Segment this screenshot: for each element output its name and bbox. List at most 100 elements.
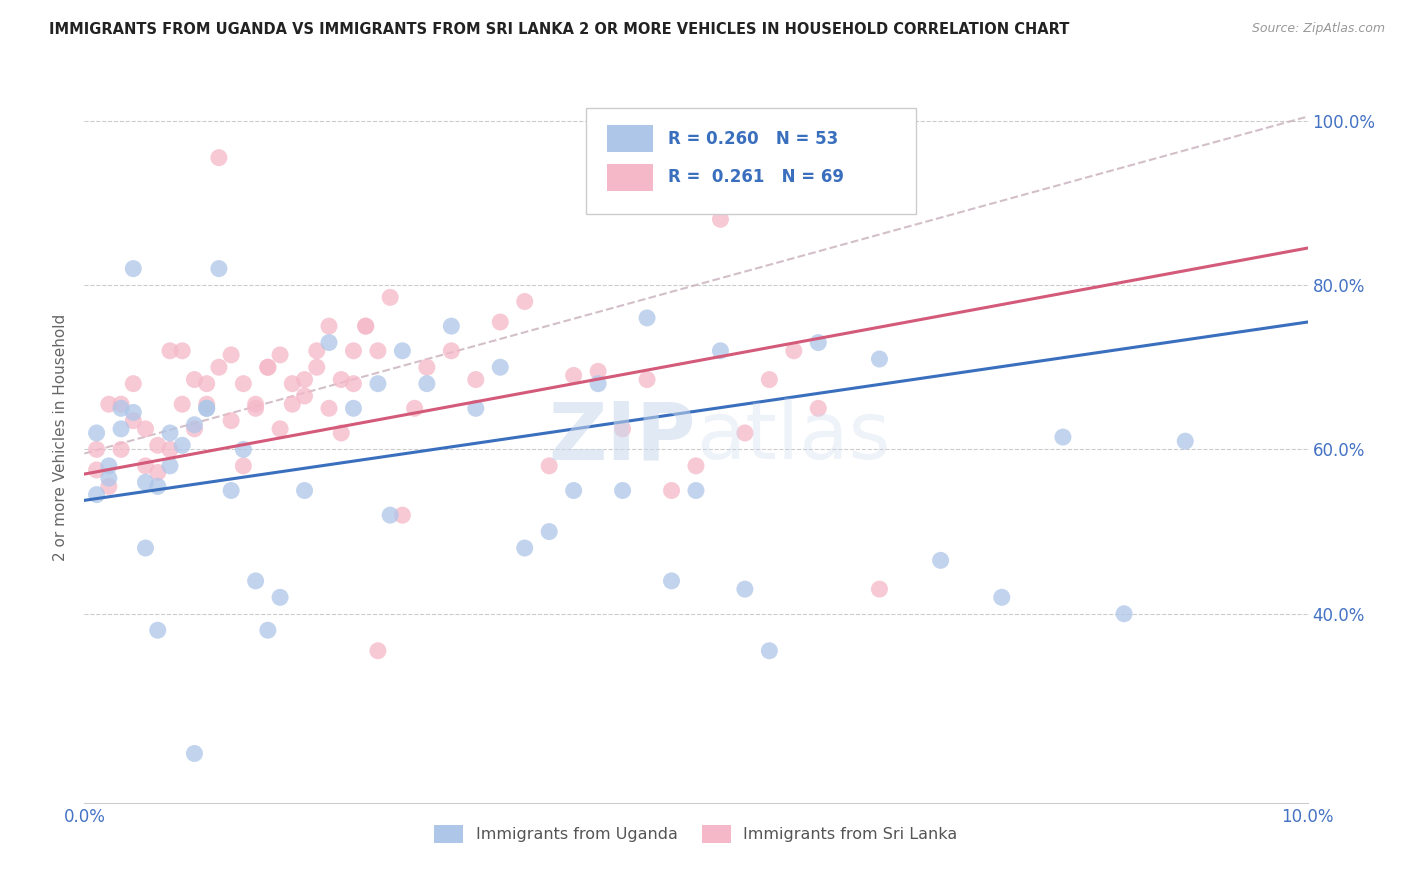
Immigrants from Uganda [86,487,108,501]
Immigrants from Sri Lanka [612,422,634,436]
Immigrants from Sri Lanka [219,348,242,362]
Immigrants from Uganda [685,483,707,498]
Immigrants from Sri Lanka [440,343,463,358]
Immigrants from Uganda [869,351,891,366]
Immigrants from Sri Lanka [110,442,132,457]
Immigrants from Uganda [758,644,780,658]
Immigrants from Sri Lanka [783,343,806,358]
Immigrants from Sri Lanka [685,458,707,473]
Immigrants from Sri Lanka [391,508,413,523]
Immigrants from Uganda [929,553,952,567]
Immigrants from Sri Lanka [232,376,254,391]
Immigrants from Uganda [159,458,181,473]
Immigrants from Sri Lanka [159,343,181,358]
Immigrants from Sri Lanka [305,343,328,358]
Text: ZIP: ZIP [548,398,696,476]
Immigrants from Sri Lanka [758,373,780,387]
Immigrants from Sri Lanka [245,401,267,416]
Immigrants from Sri Lanka [636,373,658,387]
Immigrants from Sri Lanka [195,376,218,391]
Immigrants from Sri Lanka [538,458,561,473]
Immigrants from Uganda [195,401,218,416]
Immigrants from Uganda [636,310,658,325]
Immigrants from Uganda [97,471,120,485]
Immigrants from Sri Lanka [342,376,364,391]
Immigrants from Uganda [1114,607,1136,621]
Immigrants from Sri Lanka [586,364,609,378]
Immigrants from Sri Lanka [269,348,291,362]
Immigrants from Sri Lanka [97,479,120,493]
Immigrants from Sri Lanka [159,442,181,457]
Immigrants from Sri Lanka [294,389,316,403]
Bar [606,126,654,152]
Immigrants from Uganda [245,574,267,588]
Immigrants from Uganda [562,483,585,498]
Immigrants from Sri Lanka [281,376,304,391]
Immigrants from Sri Lanka [269,422,291,436]
Immigrants from Sri Lanka [807,401,830,416]
Immigrants from Uganda [110,422,132,436]
Immigrants from Uganda [269,591,291,605]
Immigrants from Uganda [219,483,242,498]
Immigrants from Uganda [489,360,512,375]
Immigrants from Sri Lanka [86,463,108,477]
Immigrants from Sri Lanka [219,414,242,428]
Immigrants from Sri Lanka [869,582,891,596]
Text: R = 0.260   N = 53: R = 0.260 N = 53 [668,130,838,148]
Immigrants from Uganda [416,376,439,391]
Immigrants from Uganda [257,624,280,638]
Immigrants from Uganda [612,483,634,498]
Immigrants from Uganda [122,405,145,419]
Bar [606,164,654,191]
Immigrants from Uganda [208,261,231,276]
Text: R =  0.261   N = 69: R = 0.261 N = 69 [668,169,844,186]
Immigrants from Uganda [734,582,756,596]
Immigrants from Uganda [513,541,536,555]
Immigrants from Sri Lanka [257,360,280,375]
Immigrants from Uganda [294,483,316,498]
Immigrants from Sri Lanka [281,397,304,411]
Immigrants from Sri Lanka [380,290,402,304]
Immigrants from Uganda [807,335,830,350]
Immigrants from Uganda [172,438,194,452]
Immigrants from Sri Lanka [195,397,218,411]
Immigrants from Sri Lanka [135,422,157,436]
Immigrants from Uganda [586,376,609,391]
Immigrants from Sri Lanka [146,466,169,480]
Immigrants from Sri Lanka [122,376,145,391]
Immigrants from Uganda [135,541,157,555]
Immigrants from Sri Lanka [661,483,683,498]
Immigrants from Sri Lanka [464,373,486,387]
Immigrants from Uganda [391,343,413,358]
Immigrants from Sri Lanka [318,319,340,334]
Immigrants from Sri Lanka [489,315,512,329]
Immigrants from Sri Lanka [172,343,194,358]
Text: Source: ZipAtlas.com: Source: ZipAtlas.com [1251,22,1385,36]
Immigrants from Sri Lanka [245,397,267,411]
Immigrants from Sri Lanka [330,425,353,440]
Immigrants from Sri Lanka [135,458,157,473]
Immigrants from Uganda [342,401,364,416]
Immigrants from Sri Lanka [513,294,536,309]
Immigrants from Uganda [1052,430,1074,444]
Text: atlas: atlas [696,398,890,476]
Immigrants from Sri Lanka [709,212,731,227]
Y-axis label: 2 or more Vehicles in Household: 2 or more Vehicles in Household [53,313,69,561]
Immigrants from Sri Lanka [305,360,328,375]
Immigrants from Sri Lanka [294,373,316,387]
Immigrants from Sri Lanka [97,397,120,411]
Immigrants from Sri Lanka [146,438,169,452]
Immigrants from Sri Lanka [183,422,205,436]
Immigrants from Sri Lanka [232,458,254,473]
Immigrants from Uganda [146,479,169,493]
Immigrants from Uganda [183,747,205,761]
Immigrants from Uganda [135,475,157,490]
Immigrants from Uganda [538,524,561,539]
Immigrants from Sri Lanka [354,319,377,334]
Immigrants from Uganda [318,335,340,350]
Immigrants from Sri Lanka [404,401,426,416]
Immigrants from Sri Lanka [342,343,364,358]
Immigrants from Uganda [183,417,205,432]
Immigrants from Uganda [367,376,389,391]
Immigrants from Uganda [86,425,108,440]
